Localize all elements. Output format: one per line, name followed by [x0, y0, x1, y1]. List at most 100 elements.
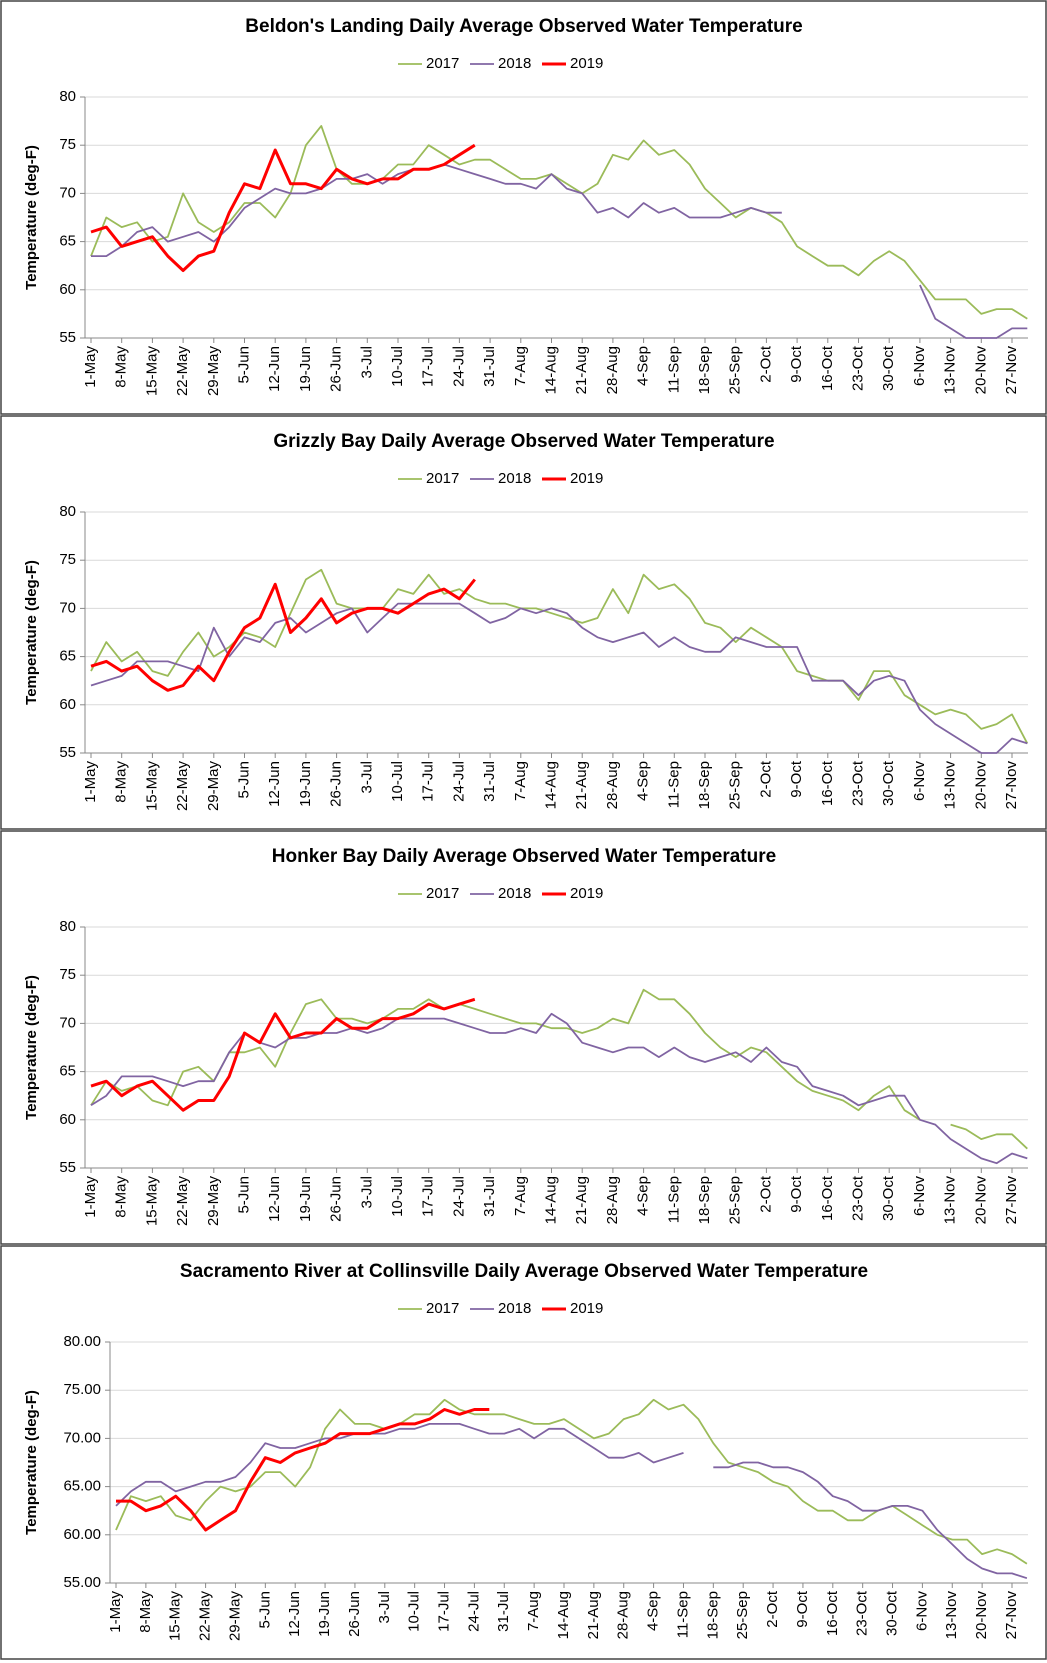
y-tick-label: 70.00 — [63, 1429, 101, 1446]
x-tick-label: 25-Sep — [727, 1176, 744, 1224]
x-tick-label: 2-Oct — [757, 760, 774, 798]
legend-label: 2017 — [426, 1300, 459, 1317]
x-tick-label: 23-Oct — [849, 1175, 866, 1221]
x-tick-label: 16-Oct — [819, 760, 836, 806]
x-tick-label: 27-Nov — [1003, 1591, 1020, 1640]
x-tick-label: 26-Jun — [328, 761, 345, 807]
series-line — [950, 1123, 1028, 1150]
x-tick-label: 6-Nov — [913, 1591, 930, 1632]
legend-label: 2019 — [570, 55, 603, 72]
series-line — [919, 284, 1028, 339]
x-tick-label: 1-May — [82, 346, 99, 388]
x-tick-label: 29-May — [205, 1176, 222, 1227]
y-axis-title: Temperature (deg-F) — [23, 145, 40, 290]
panel-border — [0, 0, 1047, 415]
x-tick-label: 23-Oct — [854, 1590, 871, 1636]
x-tick-label: 5-Jun — [235, 1176, 252, 1214]
chart-panel: Beldon's Landing Daily Average Observed … — [0, 0, 1047, 415]
x-tick-label: 29-May — [205, 761, 222, 812]
y-tick-label: 55.00 — [63, 1574, 101, 1591]
y-tick-label: 55 — [59, 329, 76, 346]
x-tick-label: 16-Oct — [824, 1590, 841, 1636]
series-line — [116, 1408, 490, 1532]
x-tick-label: 19-Jun — [297, 761, 314, 807]
x-tick-label: 6-Nov — [911, 761, 928, 802]
y-tick-label: 55 — [59, 1159, 76, 1176]
y-tick-label: 70 — [59, 599, 76, 616]
x-tick-label: 14-Aug — [542, 761, 559, 809]
x-tick-label: 21-Aug — [573, 761, 590, 809]
panel-border — [0, 830, 1047, 1245]
x-tick-label: 9-Oct — [794, 1590, 811, 1628]
x-tick-label: 2-Oct — [757, 1175, 774, 1213]
x-tick-label: 11-Sep — [665, 346, 682, 393]
x-tick-label: 11-Sep — [674, 1591, 691, 1638]
x-tick-label: 4-Sep — [635, 346, 652, 386]
x-tick-label: 18-Sep — [704, 1591, 721, 1639]
series-line — [90, 568, 1029, 744]
y-tick-label: 60.00 — [63, 1526, 101, 1543]
panel-border — [0, 415, 1047, 830]
x-tick-label: 29-May — [205, 346, 222, 397]
chart-panel: Honker Bay Daily Average Observed Water … — [0, 830, 1047, 1245]
y-tick-label: 80.00 — [63, 1333, 101, 1350]
x-tick-label: 1-May — [82, 1176, 99, 1218]
y-tick-label: 65 — [59, 233, 76, 250]
series-line — [115, 1423, 684, 1507]
x-tick-label: 6-Nov — [911, 346, 928, 387]
x-tick-label: 17-Jul — [420, 761, 437, 802]
y-tick-label: 75 — [59, 136, 76, 153]
x-tick-label: 24-Jul — [450, 761, 467, 802]
x-tick-label: 30-Oct — [880, 1175, 897, 1221]
x-tick-label: 21-Aug — [573, 1176, 590, 1224]
x-tick-label: 25-Sep — [727, 346, 744, 394]
y-tick-label: 65 — [59, 1063, 76, 1080]
x-tick-label: 12-Jun — [286, 1591, 303, 1637]
x-tick-label: 24-Jul — [465, 1591, 482, 1632]
x-tick-label: 30-Oct — [880, 345, 897, 391]
x-tick-label: 18-Sep — [696, 761, 713, 809]
x-tick-label: 10-Jul — [389, 346, 406, 387]
x-tick-label: 4-Sep — [635, 1176, 652, 1216]
x-tick-label: 3-Jul — [376, 1591, 393, 1624]
x-tick-label: 8-May — [113, 761, 130, 803]
x-tick-label: 14-Aug — [542, 1176, 559, 1224]
x-tick-label: 11-Sep — [665, 1176, 682, 1223]
x-tick-label: 22-May — [174, 1176, 191, 1227]
x-tick-label: 20-Nov — [972, 761, 989, 810]
x-tick-label: 27-Nov — [1003, 346, 1020, 395]
x-tick-label: 7-Aug — [525, 1591, 542, 1631]
x-tick-label: 12-Jun — [266, 761, 283, 807]
y-tick-label: 70 — [59, 1014, 76, 1031]
x-tick-label: 13-Nov — [943, 1591, 960, 1640]
x-tick-label: 21-Aug — [585, 1591, 602, 1639]
y-tick-label: 75.00 — [63, 1381, 101, 1398]
y-tick-label: 80 — [59, 918, 76, 935]
y-axis-title: Temperature (deg-F) — [23, 560, 40, 705]
y-tick-label: 80 — [59, 503, 76, 520]
x-tick-label: 26-Jun — [328, 346, 345, 392]
x-tick-label: 19-Jun — [316, 1591, 333, 1637]
y-tick-label: 75 — [59, 551, 76, 568]
x-tick-label: 28-Aug — [604, 761, 621, 809]
x-tick-label: 30-Oct — [884, 1590, 901, 1636]
x-tick-label: 17-Jul — [420, 1176, 437, 1217]
x-tick-label: 13-Nov — [942, 761, 959, 810]
x-tick-label: 11-Sep — [665, 761, 682, 808]
series-line — [90, 125, 1028, 320]
y-tick-label: 60 — [59, 1111, 76, 1128]
x-tick-label: 15-May — [143, 761, 160, 812]
x-tick-label: 13-Nov — [942, 346, 959, 395]
x-tick-label: 4-Sep — [635, 761, 652, 801]
y-tick-label: 80 — [59, 88, 76, 105]
x-tick-label: 27-Nov — [1003, 761, 1020, 810]
series-line — [90, 143, 476, 272]
y-tick-label: 65.00 — [63, 1478, 101, 1495]
x-tick-label: 10-Jul — [389, 1176, 406, 1217]
series-line — [115, 1398, 1028, 1565]
x-tick-label: 2-Oct — [764, 1590, 781, 1628]
x-tick-label: 24-Jul — [450, 346, 467, 387]
y-axis-title: Temperature (deg-F) — [23, 1390, 40, 1535]
y-tick-label: 60 — [59, 696, 76, 713]
